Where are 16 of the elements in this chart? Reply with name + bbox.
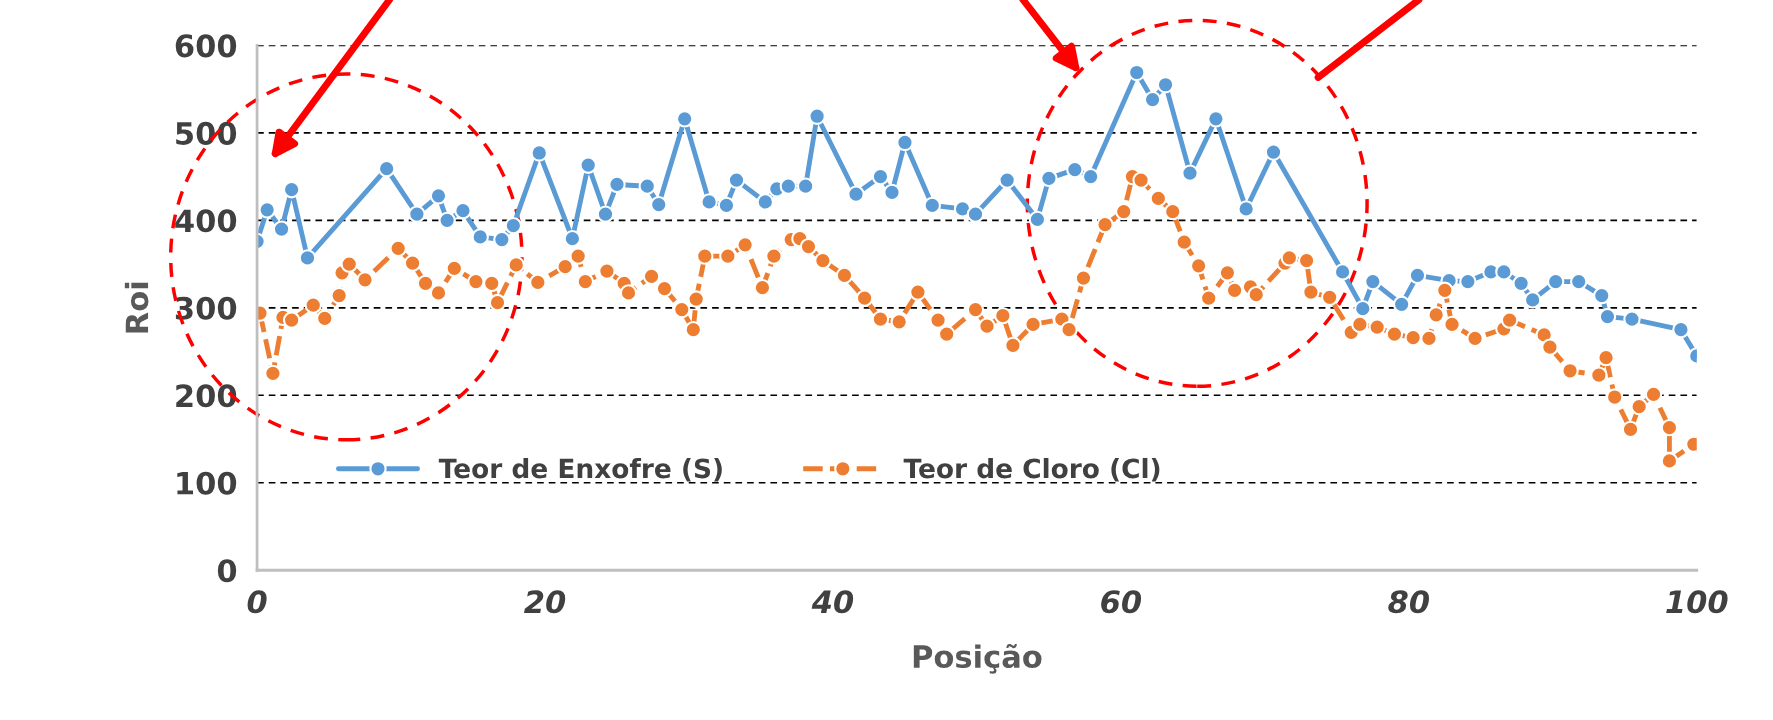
legend-label: Teor de Cloro (Cl): [903, 457, 1160, 482]
x-tick-label: 100: [1666, 590, 1728, 614]
x-tick-label: 60: [1101, 590, 1142, 614]
y-tick-label: 200: [176, 384, 237, 408]
y-axis-title: Roi: [124, 282, 149, 333]
x-axis-title: Posição: [913, 643, 1042, 674]
x-tick-label: 40: [811, 590, 854, 614]
y-tick-label: 300: [175, 296, 237, 320]
y-tick-label: 600: [175, 34, 237, 58]
x-tick-label: 20: [524, 590, 566, 614]
legend-label: Teor de Enxofre (S): [438, 457, 722, 482]
y-tick-label: 400: [175, 209, 237, 233]
x-tick-label: 0: [247, 590, 267, 614]
y-tick-label: 0: [217, 559, 237, 583]
x-tick-label: 80: [1388, 590, 1429, 614]
y-tick-label: 100: [177, 471, 237, 495]
